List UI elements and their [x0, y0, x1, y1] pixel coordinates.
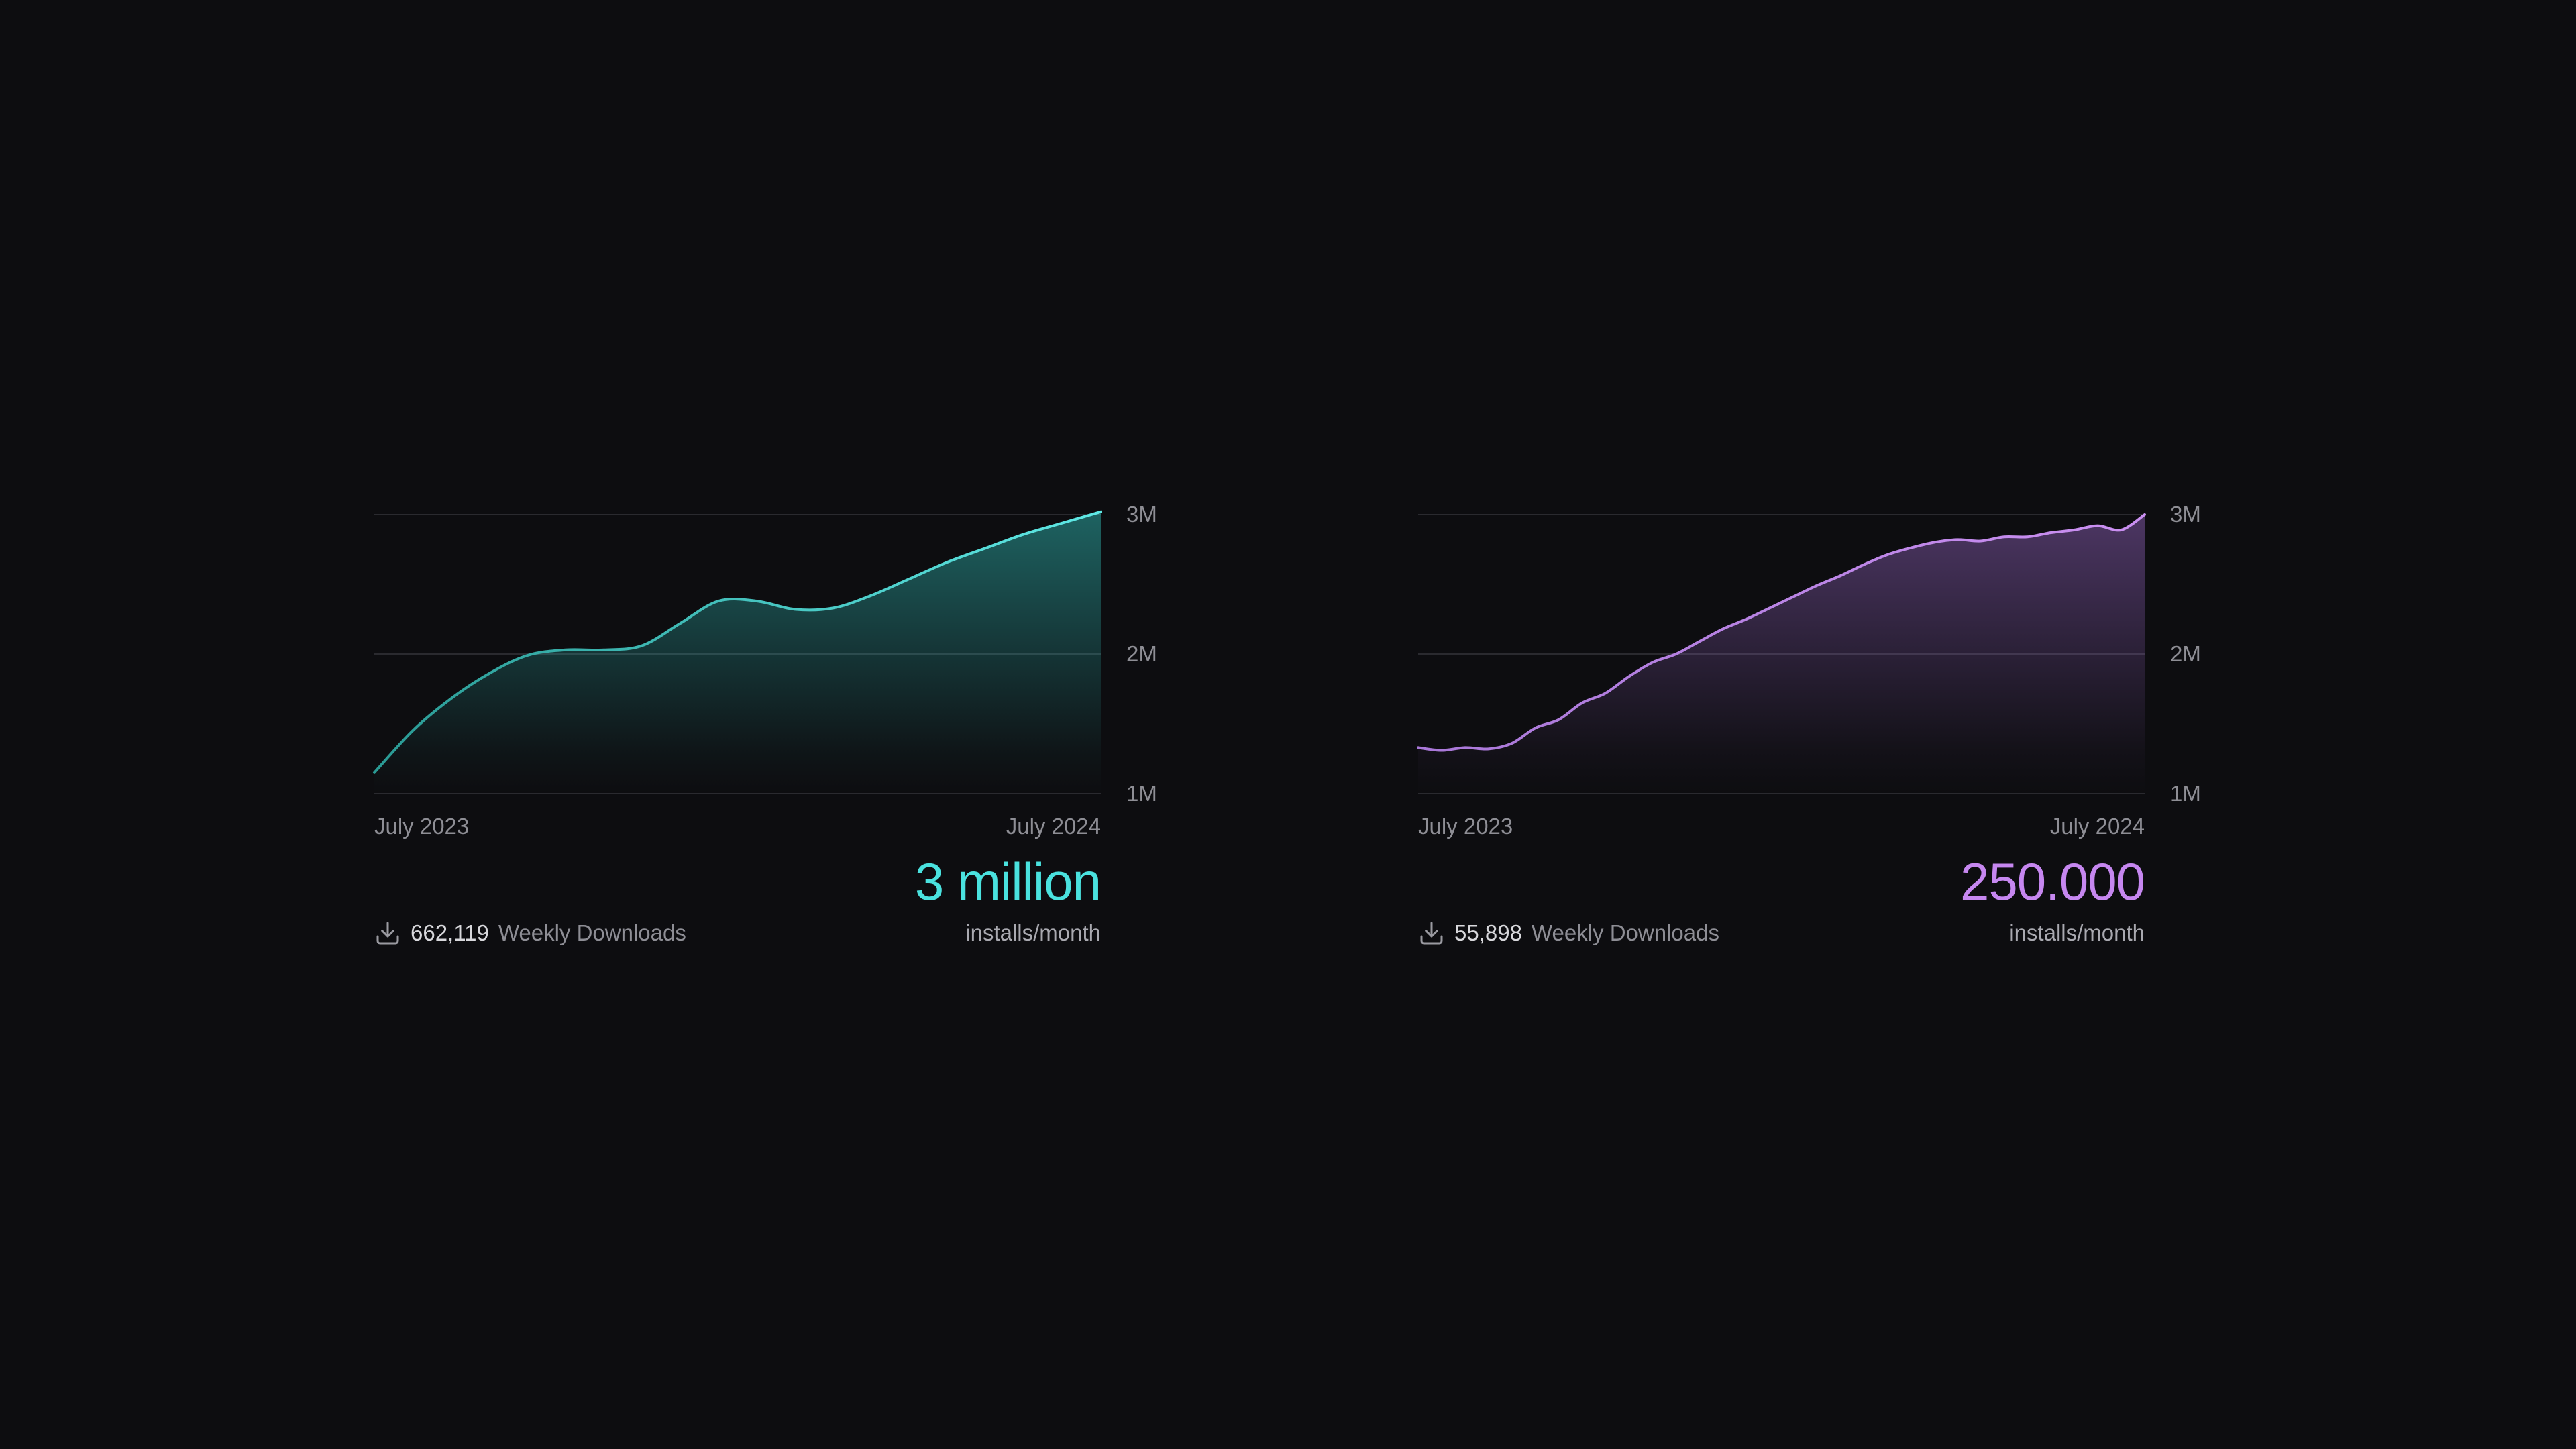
- y-tick-2m: 2M: [1126, 641, 1157, 666]
- x-axis-end-label: July 2024: [1006, 814, 1101, 839]
- y-tick-1m: 1M: [1126, 781, 1157, 806]
- installs-unit-label: installs/month: [965, 920, 1101, 945]
- y-tick-3m: 3M: [1126, 502, 1157, 527]
- weekly-downloads: 662,119 Weekly Downloads: [374, 920, 686, 947]
- download-icon: [376, 922, 399, 945]
- weekly-downloads-label: Weekly Downloads: [498, 920, 686, 945]
- weekly-downloads: 55,898 Weekly Downloads: [1418, 920, 1719, 947]
- stats-row: 55,898 Weekly Downloads installs/month: [1418, 920, 2145, 947]
- x-axis-end-label: July 2024: [2049, 814, 2145, 839]
- x-axis-labels: July 2023 July 2024: [1418, 814, 2145, 839]
- chart-plot-area: 3M 2M 1M: [373, 502, 1157, 806]
- stats-row: 662,119 Weekly Downloads installs/month: [374, 920, 1101, 947]
- y-tick-2m: 2M: [2170, 641, 2201, 666]
- installs-unit-label: installs/month: [2009, 920, 2145, 945]
- installs-per-month-value: 3 million: [914, 852, 1102, 911]
- installs-per-month-value: 250.000: [1960, 852, 2145, 911]
- area-chart: [1417, 513, 2146, 794]
- download-icon: [1420, 922, 1443, 945]
- y-tick-1m: 1M: [2170, 781, 2201, 806]
- downloads-chart-card-left: 3M 2M 1M July 2023 July 2024 3 million 6…: [373, 502, 1157, 947]
- x-axis-labels: July 2023 July 2024: [374, 814, 1101, 839]
- x-axis-start-label: July 2023: [374, 814, 470, 839]
- downloads-chart-card-right: 3M 2M 1M July 2023 July 2024 250.000 55,…: [1417, 502, 2201, 947]
- weekly-downloads-value: 662,119: [411, 920, 489, 945]
- area-chart: [373, 510, 1102, 794]
- weekly-downloads-value: 55,898: [1454, 920, 1522, 945]
- weekly-downloads-label: Weekly Downloads: [1531, 920, 1719, 945]
- y-tick-3m: 3M: [2170, 502, 2201, 527]
- chart-plot-area: 3M 2M 1M: [1417, 502, 2201, 806]
- x-axis-start-label: July 2023: [1418, 814, 1513, 839]
